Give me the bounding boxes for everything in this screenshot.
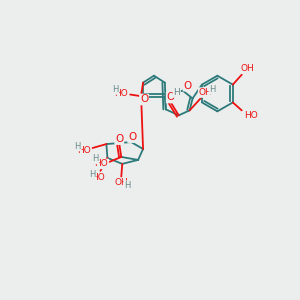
Text: OH: OH [199, 88, 212, 97]
Text: O: O [115, 134, 123, 144]
Text: HO: HO [244, 111, 257, 120]
Text: H: H [209, 85, 216, 94]
Text: HO: HO [114, 89, 128, 98]
Text: H: H [89, 170, 96, 179]
Text: H: H [92, 154, 99, 164]
Text: H: H [112, 85, 119, 94]
Text: H: H [124, 181, 130, 190]
Text: O: O [184, 81, 192, 91]
Text: OH: OH [241, 64, 255, 73]
Text: HO: HO [77, 146, 91, 154]
Text: H: H [173, 88, 180, 97]
Text: O: O [128, 132, 136, 142]
Text: OH: OH [114, 178, 128, 187]
Text: O: O [167, 92, 175, 103]
Text: O: O [140, 94, 148, 104]
Text: HO: HO [94, 159, 108, 168]
Text: H: H [74, 142, 81, 151]
Text: HO: HO [92, 173, 105, 182]
